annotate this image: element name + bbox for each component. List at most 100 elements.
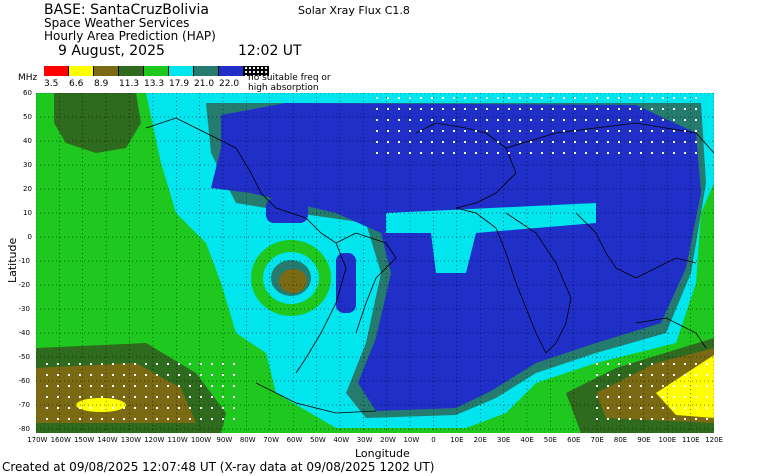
no-freq-dot bbox=[596, 152, 598, 154]
no-freq-dot bbox=[684, 418, 686, 420]
no-freq-dot bbox=[618, 119, 620, 121]
no-freq-dot bbox=[673, 374, 675, 376]
no-freq-dot bbox=[178, 374, 180, 376]
no-freq-dot bbox=[453, 152, 455, 154]
no-freq-dot bbox=[629, 363, 631, 365]
no-freq-dot bbox=[695, 385, 697, 387]
no-freq-dot bbox=[651, 418, 653, 420]
no-freq-dot bbox=[134, 418, 136, 420]
no-freq-dot bbox=[68, 418, 70, 420]
lon-tick-label: 80E bbox=[613, 436, 628, 444]
no-freq-dot bbox=[618, 130, 620, 132]
no-freq-dot bbox=[167, 396, 169, 398]
no-freq-dot bbox=[178, 407, 180, 409]
no-freq-dot bbox=[178, 363, 180, 365]
no-freq-dot bbox=[79, 385, 81, 387]
forecast-time: 12:02 UT bbox=[238, 43, 302, 59]
lat-tick-label: 20 bbox=[23, 185, 32, 193]
no-freq-dot bbox=[453, 119, 455, 121]
no-freq-dot bbox=[464, 97, 466, 99]
no-freq-dot bbox=[222, 418, 224, 420]
no-freq-dot bbox=[112, 418, 114, 420]
no-freq-dot bbox=[464, 141, 466, 143]
no-freq-dot bbox=[607, 418, 609, 420]
no-freq-dot bbox=[662, 407, 664, 409]
no-freq-dot bbox=[145, 385, 147, 387]
lat-tick-label: 60 bbox=[23, 89, 32, 97]
no-freq-dot bbox=[453, 108, 455, 110]
no-freq-dot bbox=[79, 396, 81, 398]
no-freq-dot bbox=[167, 363, 169, 365]
no-freq-dot bbox=[563, 141, 565, 143]
no-freq-dot bbox=[233, 363, 235, 365]
lon-tick-label: 160W bbox=[50, 436, 71, 444]
no-freq-dot bbox=[57, 363, 59, 365]
lon-tick-label: 30E bbox=[496, 436, 511, 444]
no-freq-dot bbox=[90, 418, 92, 420]
no-freq-dot bbox=[563, 119, 565, 121]
no-freq-dot bbox=[57, 374, 59, 376]
no-freq-dot bbox=[552, 152, 554, 154]
legend-swatch bbox=[169, 66, 194, 76]
no-freq-dot bbox=[618, 363, 620, 365]
no-freq-dot bbox=[596, 108, 598, 110]
legend-color-bar bbox=[44, 66, 269, 76]
xray-flux-label: Solar Xray Flux C1.8 bbox=[298, 4, 410, 17]
no-freq-dot bbox=[497, 130, 499, 132]
no-freq-dot bbox=[640, 152, 642, 154]
no-freq-dot bbox=[629, 418, 631, 420]
no-freq-dot bbox=[387, 97, 389, 99]
no-freq-dot bbox=[695, 374, 697, 376]
no-freq-dot bbox=[607, 119, 609, 121]
no-freq-dot bbox=[464, 119, 466, 121]
lat-tick-label: -30 bbox=[18, 305, 30, 313]
no-freq-dot bbox=[585, 152, 587, 154]
no-freq-dot bbox=[508, 141, 510, 143]
no-freq-dot bbox=[497, 152, 499, 154]
no-freq-dot bbox=[541, 152, 543, 154]
no-freq-dot bbox=[46, 418, 48, 420]
lon-tick-label: 120E bbox=[705, 436, 723, 444]
no-freq-dot bbox=[211, 418, 213, 420]
legend-value: 11.3 bbox=[119, 79, 140, 89]
no-freq-dot bbox=[596, 374, 598, 376]
no-freq-dot bbox=[156, 363, 158, 365]
no-freq-dot bbox=[57, 407, 59, 409]
no-freq-dot bbox=[596, 141, 598, 143]
no-freq-dot bbox=[398, 130, 400, 132]
lat-tick-label: 0 bbox=[27, 233, 32, 241]
lon-tick-label: 0 bbox=[431, 436, 436, 444]
no-freq-dot bbox=[541, 97, 543, 99]
no-freq-dot bbox=[684, 152, 686, 154]
no-freq-dot bbox=[530, 119, 532, 121]
no-freq-dot bbox=[629, 152, 631, 154]
no-freq-dot bbox=[57, 418, 59, 420]
no-freq-dot bbox=[46, 385, 48, 387]
no-freq-dot bbox=[145, 363, 147, 365]
lon-tick-label: 110W bbox=[167, 436, 188, 444]
no-freq-dot bbox=[618, 97, 620, 99]
no-freq-dot bbox=[662, 418, 664, 420]
no-freq-dot bbox=[79, 407, 81, 409]
no-freq-dot bbox=[651, 130, 653, 132]
no-freq-dot bbox=[618, 141, 620, 143]
no-freq-dot bbox=[222, 407, 224, 409]
legend-value: 6.6 bbox=[69, 79, 84, 89]
no-freq-dot bbox=[662, 363, 664, 365]
no-freq-dot bbox=[189, 418, 191, 420]
no-freq-dot bbox=[101, 374, 103, 376]
no-freq-dot bbox=[673, 407, 675, 409]
no-freq-dot bbox=[409, 108, 411, 110]
no-freq-dot bbox=[673, 396, 675, 398]
longitude-label: Longitude bbox=[355, 447, 410, 460]
no-freq-dot bbox=[508, 97, 510, 99]
no-freq-dot bbox=[442, 97, 444, 99]
lon-tick-label: 60E bbox=[567, 436, 581, 444]
no-freq-dot bbox=[695, 363, 697, 365]
no-freq-dot bbox=[618, 407, 620, 409]
no-freq-dot bbox=[585, 119, 587, 121]
no-freq-dot bbox=[464, 130, 466, 132]
no-freq-dot bbox=[233, 418, 235, 420]
no-freq-dot bbox=[398, 108, 400, 110]
no-freq-dot bbox=[684, 407, 686, 409]
